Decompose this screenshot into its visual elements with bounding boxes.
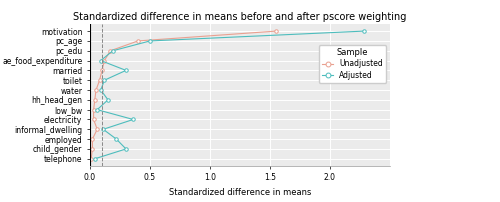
Legend: Unadjusted, Adjusted: Unadjusted, Adjusted <box>319 45 386 83</box>
X-axis label: Standardized difference in means: Standardized difference in means <box>169 188 311 197</box>
Title: Standardized difference in means before and after pscore weighting: Standardized difference in means before … <box>74 12 406 22</box>
